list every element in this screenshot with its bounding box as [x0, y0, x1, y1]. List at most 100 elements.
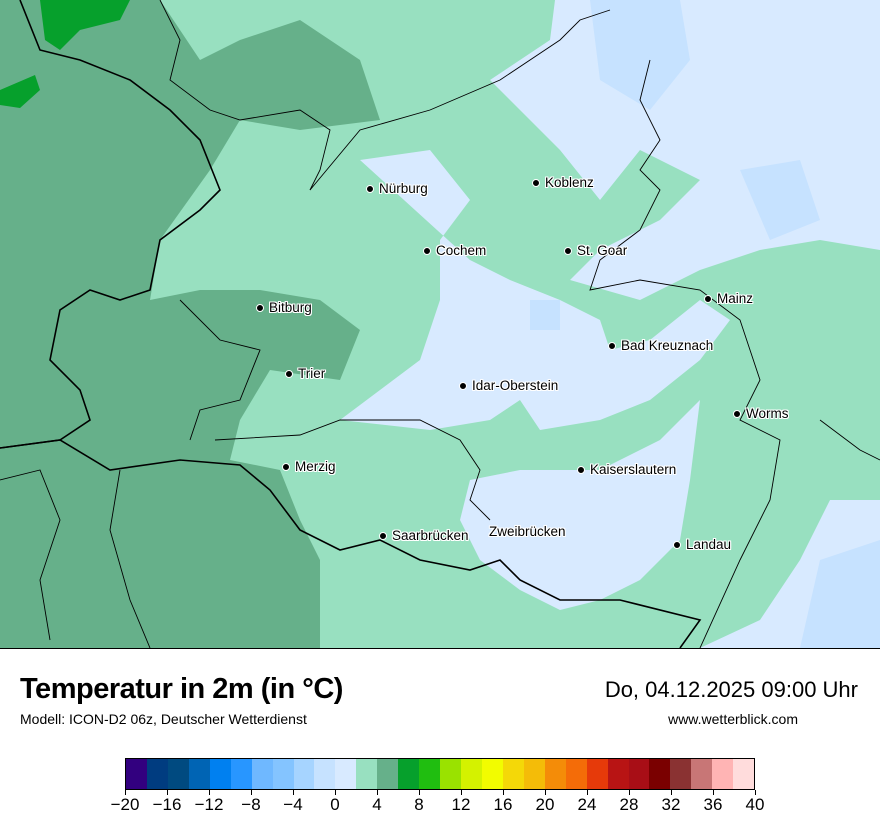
city-label: Merzig — [295, 459, 336, 474]
map-footer: Temperatur in 2m (in °C) Modell: ICON-D2… — [0, 648, 880, 831]
city-label: Worms — [746, 406, 789, 421]
city-zweibruecken: Zweibrücken — [489, 524, 566, 539]
city-dot-icon — [673, 540, 681, 549]
city-landau: Landau — [673, 537, 731, 552]
city-label: St. Goar — [577, 243, 628, 258]
legend-swatch — [293, 759, 315, 789]
legend-swatch — [628, 759, 650, 789]
legend-tick-mark — [670, 790, 672, 795]
city-dot-icon — [423, 246, 431, 255]
legend-swatch — [502, 759, 524, 789]
legend-swatch — [146, 759, 168, 789]
city-label: Bitburg — [269, 300, 312, 315]
legend-tick-label: −8 — [241, 795, 261, 814]
temp-zone-6-8 — [0, 0, 130, 108]
city-dot-icon — [366, 184, 374, 193]
city-dot-icon — [379, 531, 387, 540]
legend-tick-label: 4 — [372, 795, 382, 814]
city-dot-icon — [459, 381, 467, 390]
city-label: Saarbrücken — [392, 528, 469, 543]
legend-tick-mark — [208, 790, 210, 795]
legend-tick-label: 40 — [745, 795, 765, 814]
legend-tick-label: 12 — [451, 795, 471, 814]
legend-swatch — [167, 759, 189, 789]
map-canvas — [0, 0, 880, 649]
legend-swatch — [712, 759, 734, 789]
legend-swatch — [126, 759, 147, 789]
legend-swatch — [733, 759, 755, 789]
legend-tick-mark — [418, 790, 420, 795]
city-dot-icon — [577, 465, 585, 474]
city-saarbruecken: Saarbrücken — [379, 528, 469, 543]
temp-zone-2-4-bottom — [680, 320, 830, 640]
legend-tick-mark — [712, 790, 714, 795]
legend-swatch — [209, 759, 231, 789]
forecast-datetime: Do, 04.12.2025 09:00 Uhr — [604, 677, 858, 702]
legend-tick-mark — [502, 790, 504, 795]
legend-tick-label: 0 — [330, 795, 340, 814]
legend-swatch — [377, 759, 399, 789]
legend-tick-mark — [166, 790, 168, 795]
legend-swatch — [356, 759, 378, 789]
legend-swatch — [523, 759, 545, 789]
legend-tick-label: 32 — [661, 795, 681, 814]
legend-tick-mark — [334, 790, 336, 795]
legend-swatch — [251, 759, 273, 789]
legend-swatch — [607, 759, 629, 789]
website-link[interactable]: www.wetterblick.com — [668, 711, 798, 727]
country-borders — [0, 0, 702, 649]
legend-tick-label: 36 — [703, 795, 723, 814]
city-dot-icon — [285, 369, 293, 378]
city-bitburg: Bitburg — [256, 300, 312, 315]
city-mainz: Mainz — [704, 291, 753, 306]
city-worms: Worms — [733, 406, 789, 421]
legend-swatch — [481, 759, 503, 789]
city-dot-icon — [704, 294, 712, 303]
city-bad-kreuznach: Bad Kreuznach — [608, 338, 713, 353]
legend-swatch — [586, 759, 608, 789]
legend-tick-mark — [124, 790, 126, 795]
city-koblenz: Koblenz — [532, 175, 594, 190]
legend-swatch — [314, 759, 336, 789]
legend-swatch — [272, 759, 294, 789]
legend-swatch — [544, 759, 566, 789]
legend-tick-label: 24 — [577, 795, 597, 814]
legend-tick-label: −12 — [194, 795, 224, 814]
city-label: Cochem — [436, 243, 487, 258]
city-nuerburg: Nürburg — [366, 181, 428, 196]
city-label: Bad Kreuznach — [621, 338, 714, 353]
legend-tick-label: 16 — [493, 795, 513, 814]
city-label: Nürburg — [379, 181, 428, 196]
legend-tick-mark — [292, 790, 294, 795]
legend-tick-mark — [754, 790, 756, 795]
legend-tick-label: −20 — [110, 795, 140, 814]
city-label: Landau — [686, 537, 732, 552]
city-st-goar: St. Goar — [564, 243, 627, 258]
legend-swatch — [461, 759, 482, 789]
legend-swatch — [188, 759, 210, 789]
city-cochem: Cochem — [423, 243, 486, 258]
legend-tick-mark — [628, 790, 630, 795]
legend-swatch — [670, 759, 692, 789]
city-label: Koblenz — [545, 175, 594, 190]
model-info: Modell: ICON-D2 06z, Deutscher Wetterdie… — [20, 711, 307, 727]
legend-tick-label: −16 — [152, 795, 182, 814]
city-label: Idar-Oberstein — [472, 378, 559, 393]
city-label: Trier — [298, 366, 326, 381]
legend-tick-mark — [250, 790, 252, 795]
city-dot-icon — [564, 246, 572, 255]
city-dot-icon — [282, 462, 290, 471]
state-borders — [0, 0, 880, 649]
legend-swatch — [419, 759, 441, 789]
legend-tick-label: 20 — [535, 795, 555, 814]
legend-swatch — [398, 759, 420, 789]
legend-swatch — [335, 759, 357, 789]
legend-swatch — [230, 759, 252, 789]
city-dot-icon — [256, 303, 264, 312]
legend-ticks: −20 −16 −12 −8 −4 0 4 8 12 16 20 24 28 32 36 40 — [111, 790, 764, 820]
legend-tick-mark — [376, 790, 378, 795]
color-legend — [125, 758, 755, 790]
legend-tick-mark — [544, 790, 546, 795]
legend-tick-mark — [586, 790, 588, 795]
temperature-map[interactable]: Nürburg Koblenz Cochem St. Goar Bitburg … — [0, 0, 880, 649]
